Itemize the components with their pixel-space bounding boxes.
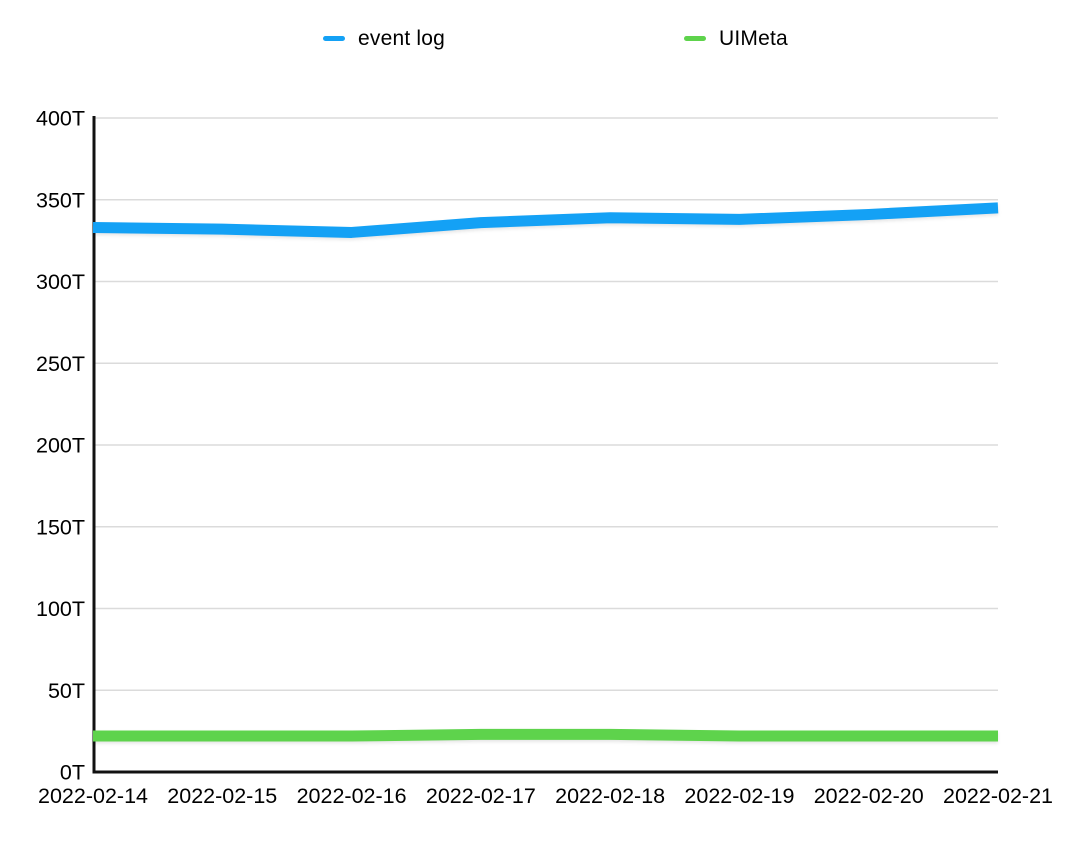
x-axis-label: 2022-02-21 [943, 784, 1053, 808]
legend-label-uimeta: UIMeta [719, 27, 788, 50]
x-axis-label: 2022-02-17 [426, 784, 536, 808]
y-axis-label: 50T [48, 679, 85, 703]
y-axis-label: 300T [36, 270, 85, 294]
y-axis-label: 350T [36, 188, 85, 212]
y-axis-label: 0T [60, 761, 85, 785]
chart-legend: event log UIMeta [0, 0, 1080, 70]
y-axis-label: 200T [36, 434, 85, 458]
x-axis-label: 2022-02-18 [555, 784, 665, 808]
legend-item-uimeta: UIMeta [684, 26, 788, 51]
legend-item-event-log: event log [323, 26, 445, 51]
y-axis-label: 150T [36, 515, 85, 539]
y-axis-label: 400T [36, 107, 85, 131]
y-axis-label: 100T [36, 597, 85, 621]
series-line-uimeta [93, 728, 998, 742]
x-axis-label: 2022-02-16 [297, 784, 407, 808]
legend-swatch-uimeta-icon [684, 36, 706, 41]
series-line-event-log [92, 202, 999, 238]
legend-swatch-event-log-icon [323, 36, 345, 41]
x-axis-label: 2022-02-19 [684, 784, 794, 808]
y-axis-label: 250T [36, 352, 85, 376]
x-axis-label: 2022-02-14 [38, 784, 148, 808]
x-axis-label: 2022-02-15 [167, 784, 277, 808]
x-axis-label: 2022-02-20 [814, 784, 924, 808]
legend-label-event-log: event log [358, 27, 446, 50]
